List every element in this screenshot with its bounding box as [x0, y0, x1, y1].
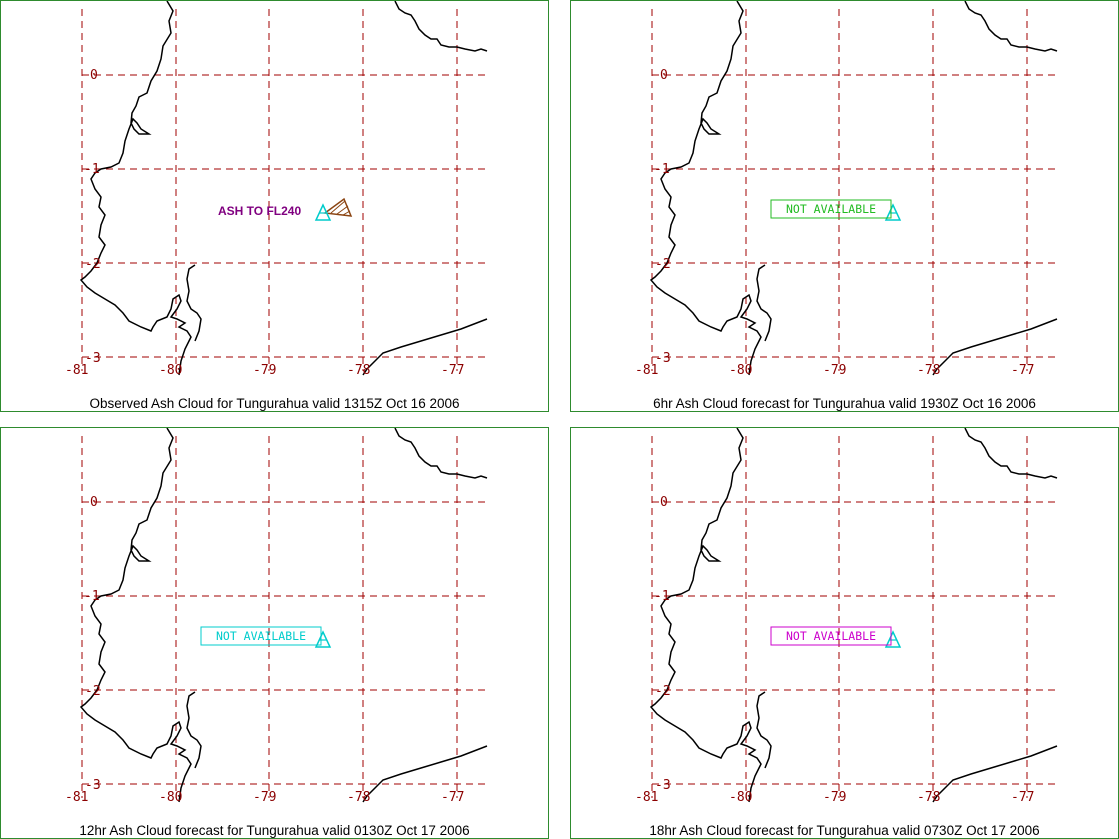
longitude-tick-label: -79 [253, 790, 276, 805]
longitude-tick-label: -77 [1011, 363, 1034, 378]
volcano-triangle-icon [884, 630, 902, 648]
longitude-tick-label: -78 [917, 363, 940, 378]
latitude-tick-label: -1 [84, 162, 100, 177]
volcano-triangle-icon [314, 203, 332, 221]
volcano-triangle-icon [314, 630, 332, 648]
boundary-line [362, 318, 488, 376]
longitude-tick-label: -81 [635, 790, 658, 805]
longitude-tick-label: -80 [729, 363, 752, 378]
panel-observed: -81 -80 -79 -78 -77 0 -1 -2 -3 ASH TO FL240 Obser… [0, 0, 549, 412]
coastline-path [394, 428, 488, 479]
map-observed: -81 -80 -79 -78 -77 0 -1 -2 -3 ASH TO FL240 [65, 1, 488, 378]
longitude-tick-label: -79 [823, 363, 846, 378]
latitude-tick-label: -1 [654, 162, 670, 177]
longitude-tick-label: -81 [65, 363, 88, 378]
longitude-tick-label: -81 [635, 363, 658, 378]
longitude-tick-label: -77 [441, 790, 464, 805]
not-available-text: NOT AVAILABLE [786, 202, 876, 216]
longitude-tick-label: -77 [441, 363, 464, 378]
latitude-tick-label: -2 [85, 257, 101, 272]
longitude-tick-label: -78 [347, 790, 370, 805]
panel-caption: Observed Ash Cloud for Tungurahua valid … [89, 396, 460, 411]
boundary-line [932, 318, 1058, 376]
latitude-tick-label: 0 [660, 68, 668, 83]
graticule [651, 436, 1057, 798]
coastline-path [79, 428, 192, 803]
not-available-label: NOT AVAILABLE [200, 626, 322, 646]
graticule [81, 9, 487, 371]
ash-altitude-label: ASH TO FL240 [218, 204, 301, 218]
coastline-path [186, 691, 202, 769]
longitude-tick-label: -80 [159, 790, 182, 805]
coastline [79, 1, 488, 376]
latitude-tick-label: -1 [654, 589, 670, 604]
coastline [649, 1, 1058, 376]
coastline-path [649, 428, 762, 803]
longitude-tick-label: -78 [917, 790, 940, 805]
panel-12hr-forecast: -81 -80 -79 -78 -77 0 -1 -2 -3 NOT AVAILABLE 12hr… [0, 427, 549, 839]
latitude-tick-label: -3 [85, 778, 101, 793]
coastline-path [394, 1, 488, 52]
graticule [81, 436, 487, 798]
longitude-tick-label: -79 [253, 363, 276, 378]
longitude-tick-label: -81 [65, 790, 88, 805]
coastline-path [756, 264, 772, 342]
coastline-path [964, 428, 1058, 479]
map-6hr: -81 -80 -79 -78 -77 0 -1 -2 -3 NOT AVAILABLE [635, 1, 1058, 378]
boundary-line [932, 745, 1058, 803]
latitude-tick-label: -2 [655, 257, 671, 272]
longitude-tick-label: -80 [729, 790, 752, 805]
coastline [649, 428, 1058, 803]
panel-6hr-forecast: -81 -80 -79 -78 -77 0 -1 -2 -3 NOT AVAILABLE 6hr … [570, 0, 1119, 412]
map-12hr: -81 -80 -79 -78 -77 0 -1 -2 -3 NOT AVAILABLE [65, 428, 488, 805]
volcano-triangle-icon [884, 203, 902, 221]
not-available-label: NOT AVAILABLE [770, 199, 892, 219]
panel-caption: 12hr Ash Cloud forecast for Tungurahua v… [79, 823, 470, 838]
latitude-tick-label: -3 [655, 778, 671, 793]
latitude-tick-label: 0 [90, 495, 98, 510]
longitude-tick-label: -80 [159, 363, 182, 378]
coastline-path [79, 1, 192, 376]
longitude-tick-label: -78 [347, 363, 370, 378]
boundary-line [362, 745, 488, 803]
graticule [651, 9, 1057, 371]
coastline-path [186, 264, 202, 342]
latitude-tick-label: -2 [85, 684, 101, 699]
coastline-path [964, 1, 1058, 52]
panel-caption: 6hr Ash Cloud forecast for Tungurahua va… [653, 396, 1036, 411]
ash-cloud-polygon [323, 197, 353, 217]
longitude-tick-label: -77 [1011, 790, 1034, 805]
longitude-tick-label: -79 [823, 790, 846, 805]
not-available-label: NOT AVAILABLE [770, 626, 892, 646]
latitude-tick-label: 0 [660, 495, 668, 510]
latitude-tick-label: -1 [84, 589, 100, 604]
latitude-tick-label: -2 [655, 684, 671, 699]
coastline-path [756, 691, 772, 769]
map-18hr: -81 -80 -79 -78 -77 0 -1 -2 -3 NOT AVAILABLE [635, 428, 1058, 805]
not-available-text: NOT AVAILABLE [216, 629, 306, 643]
panel-18hr-forecast: -81 -80 -79 -78 -77 0 -1 -2 -3 NOT AVAILABLE 18hr… [570, 427, 1119, 839]
coastline-path [649, 1, 762, 376]
latitude-tick-label: -3 [655, 351, 671, 366]
latitude-tick-label: 0 [90, 68, 98, 83]
coastline [79, 428, 488, 803]
latitude-tick-label: -3 [85, 351, 101, 366]
not-available-text: NOT AVAILABLE [786, 629, 876, 643]
panel-caption: 18hr Ash Cloud forecast for Tungurahua v… [649, 823, 1040, 838]
